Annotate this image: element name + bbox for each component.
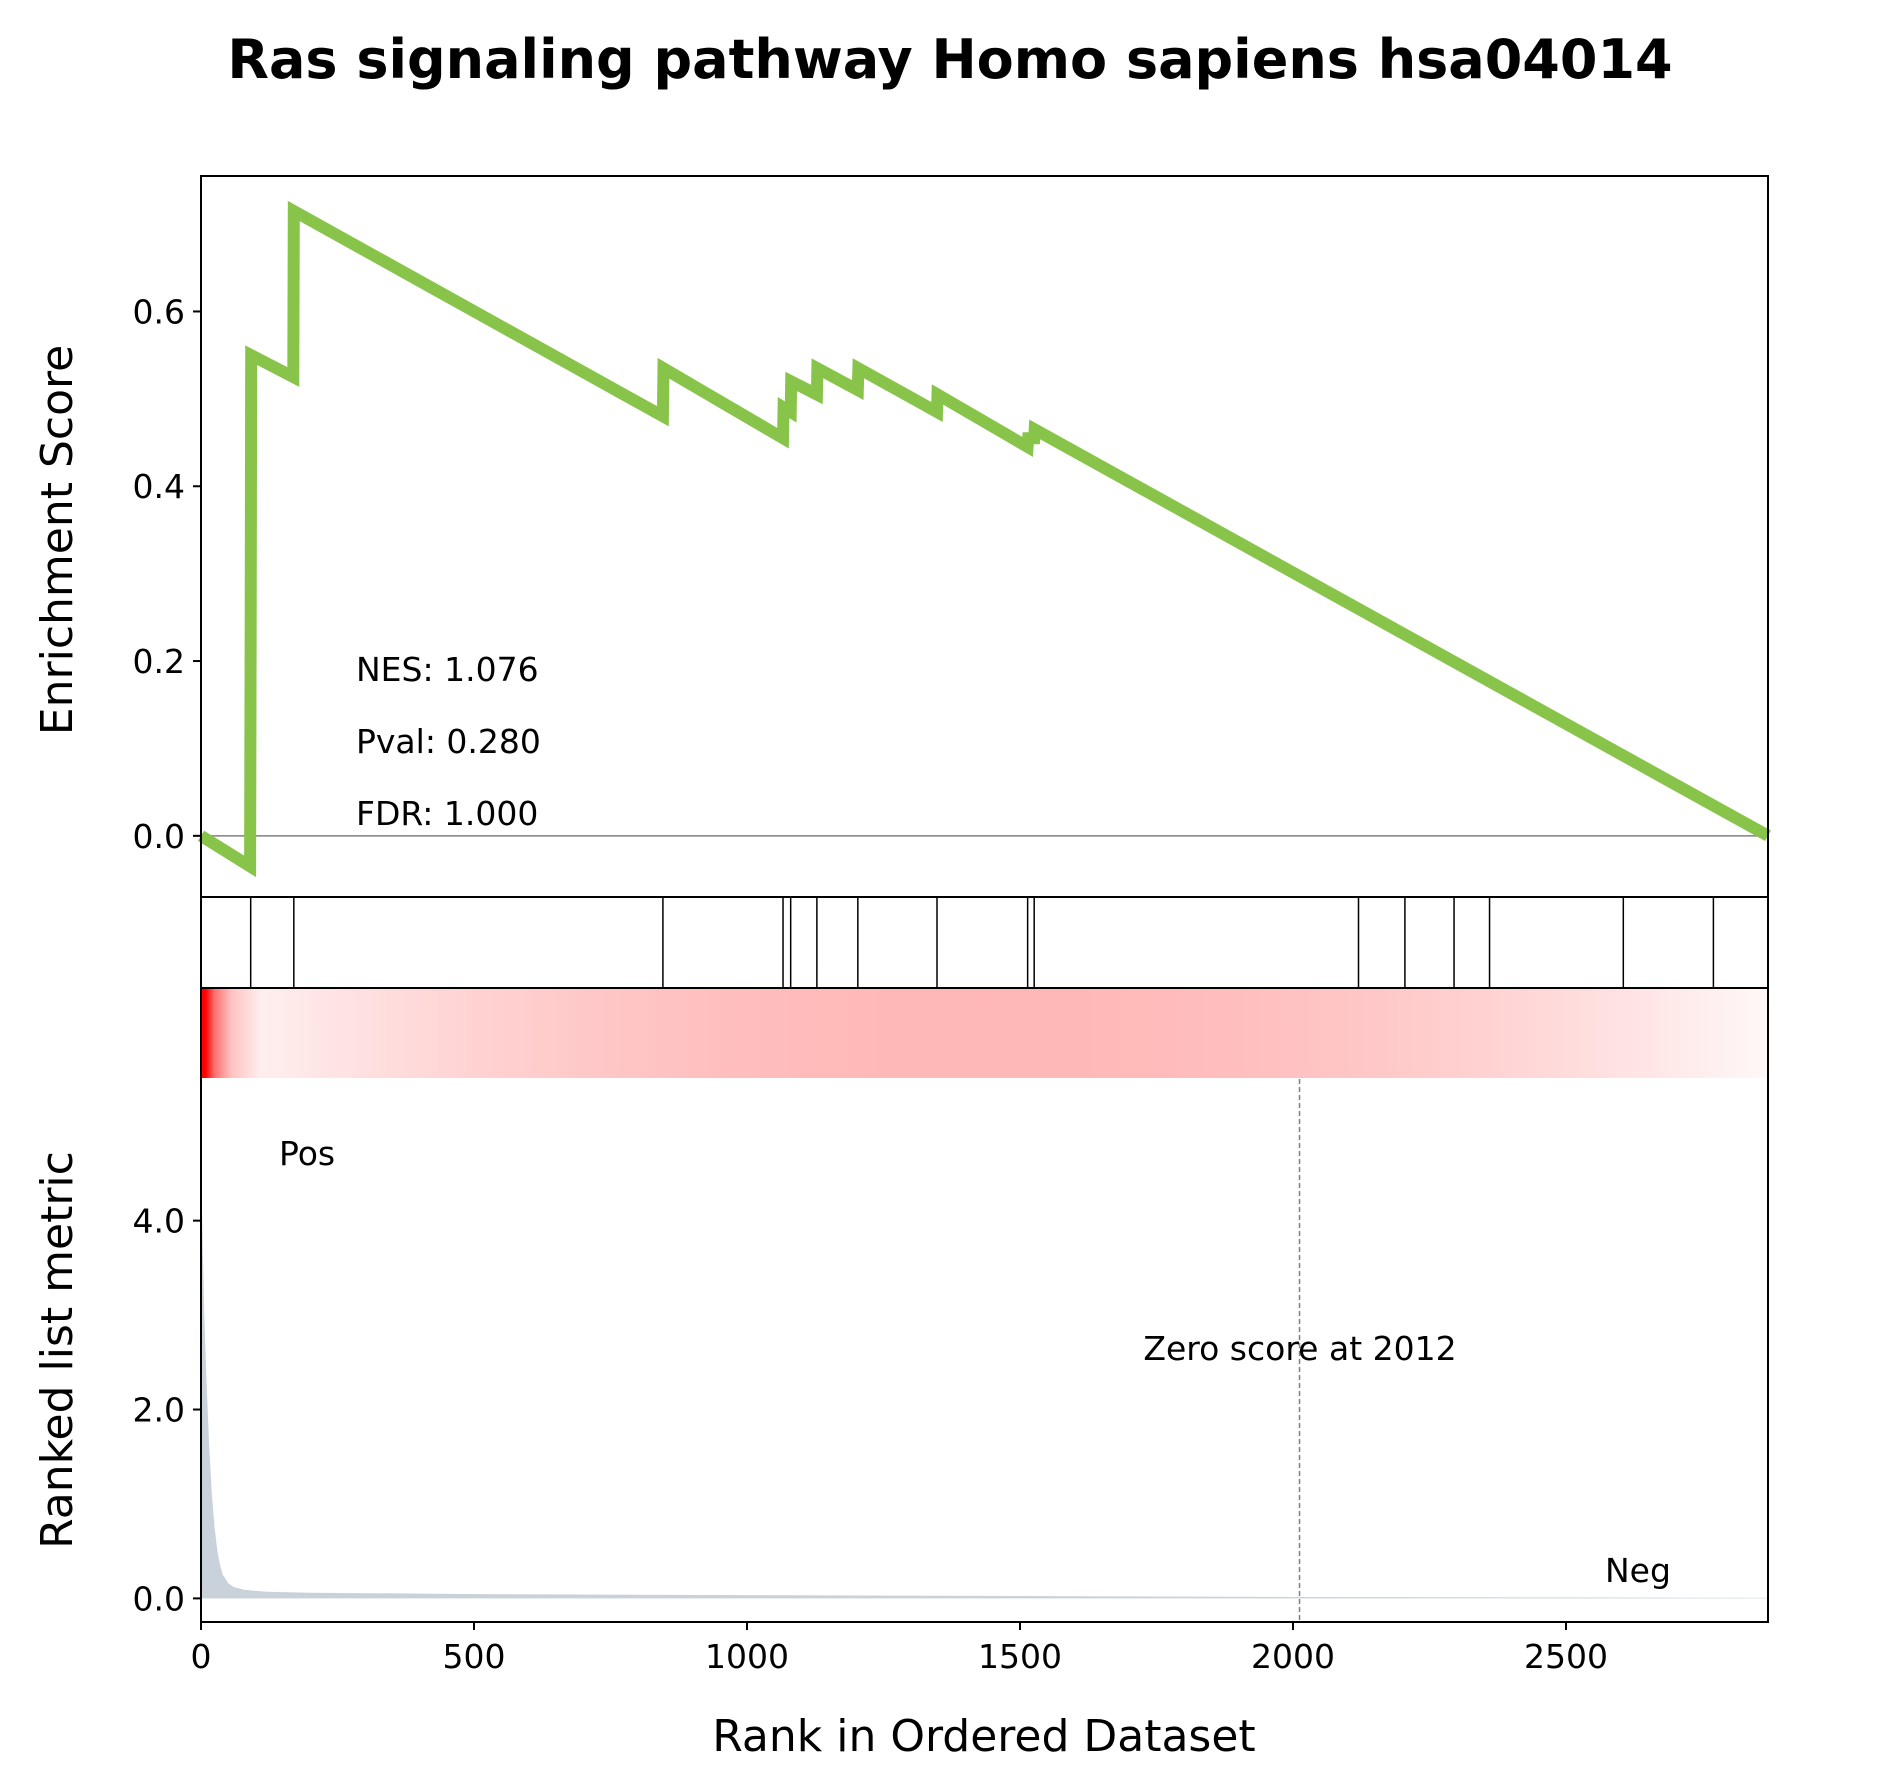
x-tick-label: 500	[442, 1637, 505, 1676]
es-y-tick-label: 0.4	[133, 467, 185, 506]
hits-panel-frame	[200, 896, 1769, 989]
es-y-axis-label: Enrichment Score	[32, 345, 83, 735]
rank-y-tick-label: 0.0	[133, 1579, 185, 1618]
chart-title: Ras signaling pathway Homo sapiens hsa04…	[227, 28, 1672, 91]
es-y-tick-label: 0.2	[133, 642, 185, 681]
rank-heatmap-panel	[201, 989, 1768, 1078]
neg-label: Neg	[1605, 1551, 1671, 1590]
pval-label: Pval: 0.280	[356, 722, 541, 761]
enrichment-score-line	[197, 200, 1771, 878]
fdr-label: FDR: 1.000	[356, 794, 538, 833]
x-tick-label: 1500	[978, 1637, 1062, 1676]
ranked-metric-area	[201, 1164, 1768, 1599]
es-y-tick-label: 0.0	[133, 817, 185, 856]
x-tick-label: 1000	[705, 1637, 789, 1676]
es-y-tick-label: 0.6	[133, 292, 185, 331]
nes-label: NES: 1.076	[356, 650, 539, 689]
rank-y-tick-label: 4.0	[133, 1202, 185, 1241]
x-tick-label: 2500	[1524, 1637, 1608, 1676]
hit-lines	[249, 898, 1715, 988]
x-axis-label: Rank in Ordered Dataset	[712, 1711, 1255, 1762]
ranked-panel-frame	[200, 989, 1769, 1623]
pos-label: Pos	[279, 1134, 335, 1173]
es-y-ticks: 0.0 0.2 0.4 0.6	[133, 292, 201, 856]
rank-y-axis-label: Ranked list metric	[32, 1151, 83, 1549]
rank-x-ticks: 0 500 1000 1500 2000 2500	[191, 1622, 1608, 1676]
rank-y-ticks: 0.0 2.0 4.0	[133, 1202, 201, 1618]
ranked-list-panel: Zero score at 2012 Pos Neg 0.0 2.0 4.0 0 50…	[32, 989, 1769, 1762]
zero-score-label: Zero score at 2012	[1143, 1329, 1456, 1368]
rank-y-tick-label: 2.0	[133, 1391, 185, 1430]
enrichment-score-panel: 0.0 0.2 0.4 0.6 Enrichment Score NES: 1.076…	[32, 175, 1771, 898]
rank-heatmap	[201, 989, 1768, 1078]
x-tick-label: 2000	[1251, 1637, 1335, 1676]
hits-panel	[200, 896, 1769, 989]
x-tick-label: 0	[191, 1637, 212, 1676]
